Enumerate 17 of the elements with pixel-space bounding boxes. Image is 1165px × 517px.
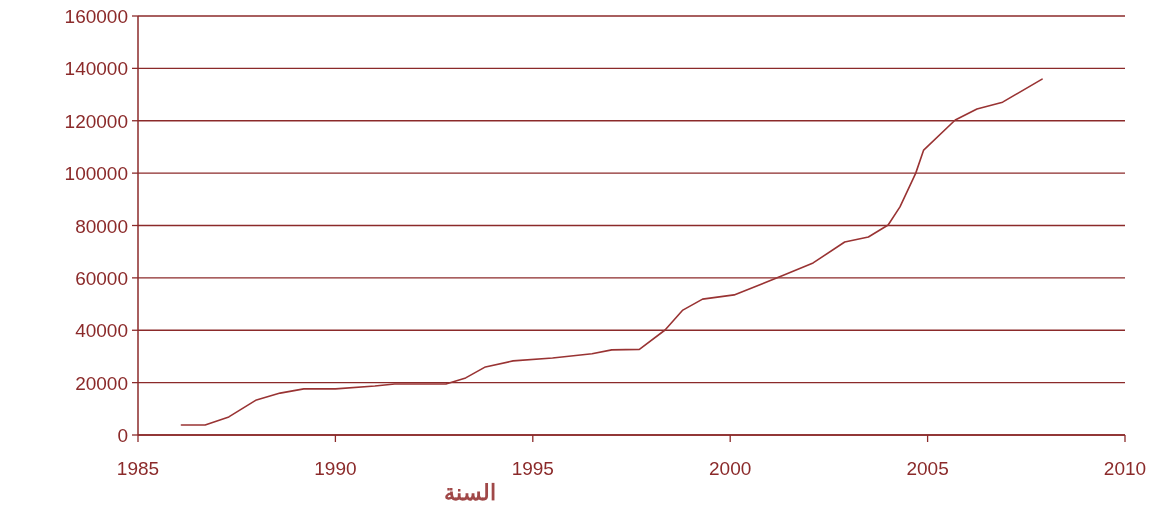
x-axis-title: السنة <box>444 480 496 505</box>
y-tick-label: 40000 <box>75 320 128 342</box>
y-tick-label: 160000 <box>64 6 128 27</box>
y-tick-label: 20000 <box>75 372 128 394</box>
x-tick-label: 2000 <box>709 458 752 479</box>
y-tick-label: 140000 <box>64 58 128 80</box>
x-tick-label: 2005 <box>906 458 949 479</box>
y-tick-label: 100000 <box>64 163 128 185</box>
x-tick-label: 1995 <box>511 458 554 479</box>
y-tick-label: 80000 <box>75 215 128 237</box>
line-series <box>180 78 1043 426</box>
x-tick-label: 2010 <box>1103 458 1147 479</box>
x-tick-label: 1990 <box>314 458 357 479</box>
x-tick-label: 1985 <box>116 458 160 479</box>
y-tick-label: 120000 <box>64 110 128 132</box>
y-tick-label: 60000 <box>75 267 128 289</box>
y-tick-label: 0 <box>117 425 128 446</box>
